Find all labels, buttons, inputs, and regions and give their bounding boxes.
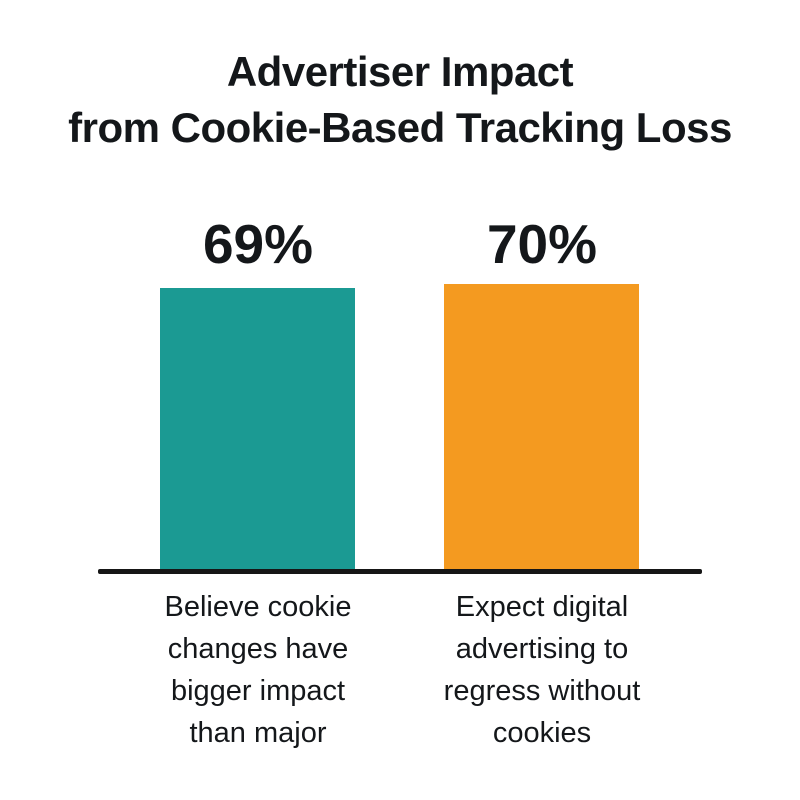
caption-line: Believe cookie: [164, 591, 352, 623]
chart-title-line2: from Cookie-Based Tracking Loss: [68, 104, 732, 151]
bar-category-label-left: Believe cookie changes have bigger impac…: [98, 586, 418, 754]
chart-title-line1: Advertiser Impact: [226, 48, 574, 95]
x-axis-line: [98, 569, 702, 574]
caption-line: changes have: [167, 633, 349, 665]
caption-line: bigger impact: [170, 675, 346, 707]
caption-line: advertising to: [455, 633, 629, 665]
bar-value-label-right: 70%: [486, 213, 598, 275]
chart-title: Advertiser Impact from Cookie-Based Trac…: [0, 44, 800, 156]
caption-line: Expect digital: [455, 591, 629, 623]
caption-line: than major: [189, 717, 327, 749]
bar-value-label-left: 69%: [202, 213, 314, 275]
caption-line: regress without: [443, 675, 641, 707]
bar-orange: [444, 284, 639, 571]
bar-teal: [160, 288, 355, 571]
caption-line: cookies: [492, 717, 592, 749]
bar-category-label-right: Expect digital advertising to regress wi…: [382, 586, 702, 754]
